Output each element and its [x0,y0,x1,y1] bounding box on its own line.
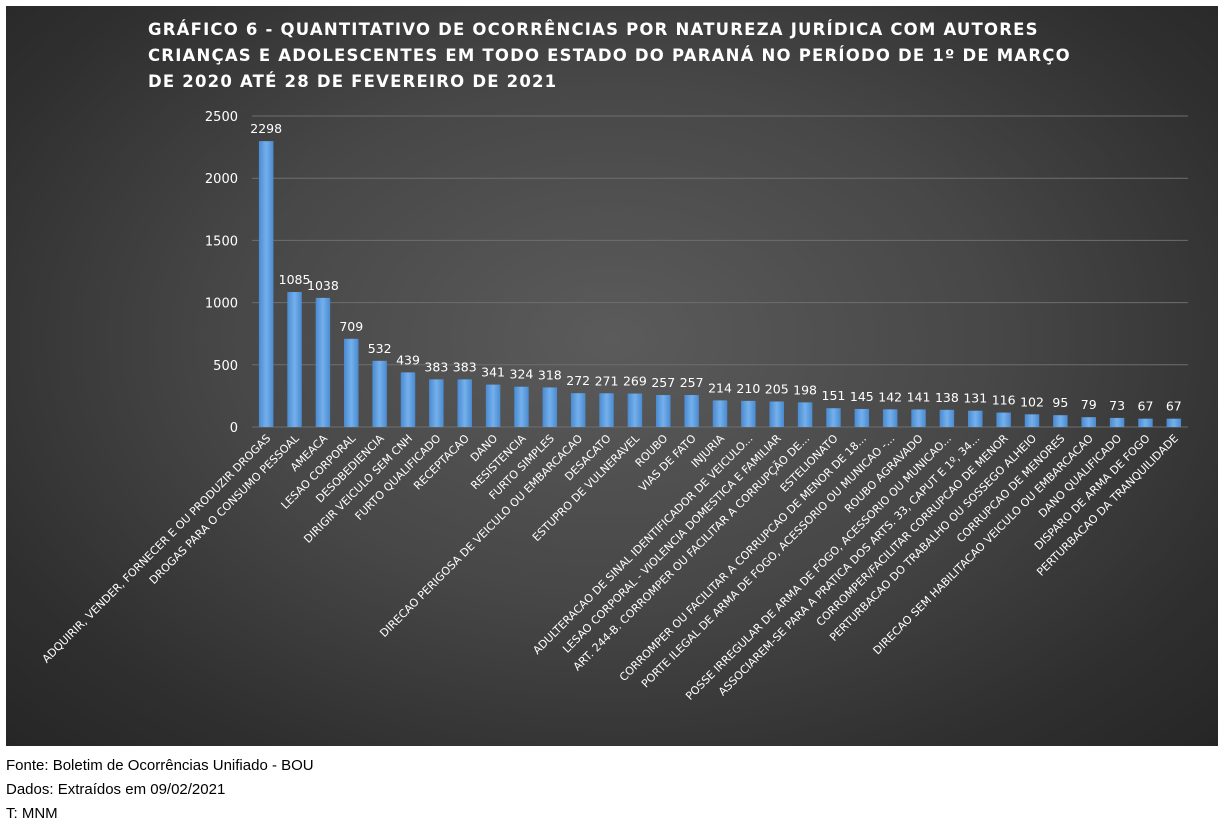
y-tick-label: 1000 [205,297,238,312]
y-tick-label: 0 [230,421,238,436]
data-label: 257 [680,375,704,390]
data-label: 257 [651,375,675,390]
bar [712,400,728,427]
bar [1053,415,1068,427]
bar [485,384,501,427]
data-label: 318 [538,367,562,382]
bar [344,338,359,427]
data-label: 269 [623,374,647,389]
bar [457,379,472,427]
author-note: T: MNM [6,805,58,822]
bar [656,395,671,427]
data-label: 1085 [279,272,311,287]
bar [854,408,870,427]
x-axis: ADQUIRIR, VENDER, FORNECER E OU PRODUZIR… [40,431,1181,702]
data-label: 383 [453,359,477,374]
data-label: 116 [992,393,1016,408]
data-label: 324 [510,367,534,382]
data-label: 141 [907,389,931,404]
bar [514,386,529,427]
chart-panel [6,6,1218,746]
y-tick-label: 500 [213,359,238,374]
y-tick-label: 2500 [205,110,238,125]
data-label: 67 [1166,399,1182,414]
data-label: 439 [396,352,420,367]
bar [1166,418,1182,427]
bar [429,379,444,427]
data-label: 341 [481,365,505,380]
data-label: 73 [1109,398,1125,413]
bar [911,409,926,427]
bar [570,393,586,427]
y-axis: 0 500 1000 1500 2000 2500 [205,110,238,436]
extraction-date-note: Dados: Extraídos em 09/02/2021 [6,781,226,798]
data-label: 214 [708,380,732,395]
data-label: 1038 [307,278,339,293]
data-label: 67 [1138,399,1154,414]
bar [1138,418,1153,427]
bar [400,372,416,427]
bar [996,412,1011,427]
data-label: 272 [566,373,590,388]
data-label: 532 [368,341,392,356]
data-label: 79 [1081,397,1097,412]
data-label: 131 [963,391,987,406]
chart-title: GRÁFICO 6 - QUANTITATIVO DE OCORRÊNCIAS … [148,20,1071,91]
y-tick-label: 2000 [205,172,238,187]
bar [315,297,331,427]
bar [372,360,387,427]
bar [968,410,983,427]
data-label: 709 [339,319,363,334]
bar [684,395,699,427]
data-label: 383 [424,359,448,374]
bar [258,141,274,428]
bar [627,393,643,427]
data-label: 205 [765,381,789,396]
bar [797,402,813,427]
bars [258,141,1182,428]
data-label: 198 [793,382,817,397]
x-tick-label: DROGAS PARA O CONSUMO PESSOAL [147,431,303,587]
source-note: Fonte: Boletim de Ocorrências Unifiado -… [6,757,314,774]
data-label: 151 [822,388,846,403]
bar [599,393,614,427]
data-label: 95 [1052,395,1068,410]
data-label: 145 [850,389,874,404]
bar [542,387,558,427]
x-tick-label: ADQUIRIR, VENDER, FORNECER E OU PRODUZIR… [40,432,274,666]
bar [1024,414,1040,427]
bar [769,401,784,427]
bar [1081,417,1096,427]
bar [287,292,302,427]
data-label: 271 [595,373,619,388]
data-label: 210 [736,381,760,396]
data-label: 102 [1020,394,1044,409]
bar [939,409,955,427]
bar [741,400,756,427]
bar [882,409,898,427]
data-label: 2298 [250,121,282,136]
y-tick-label: 1500 [205,234,238,249]
data-label: 138 [935,390,959,405]
bar [826,408,841,427]
bar [1109,417,1125,427]
data-label: 142 [878,389,902,404]
